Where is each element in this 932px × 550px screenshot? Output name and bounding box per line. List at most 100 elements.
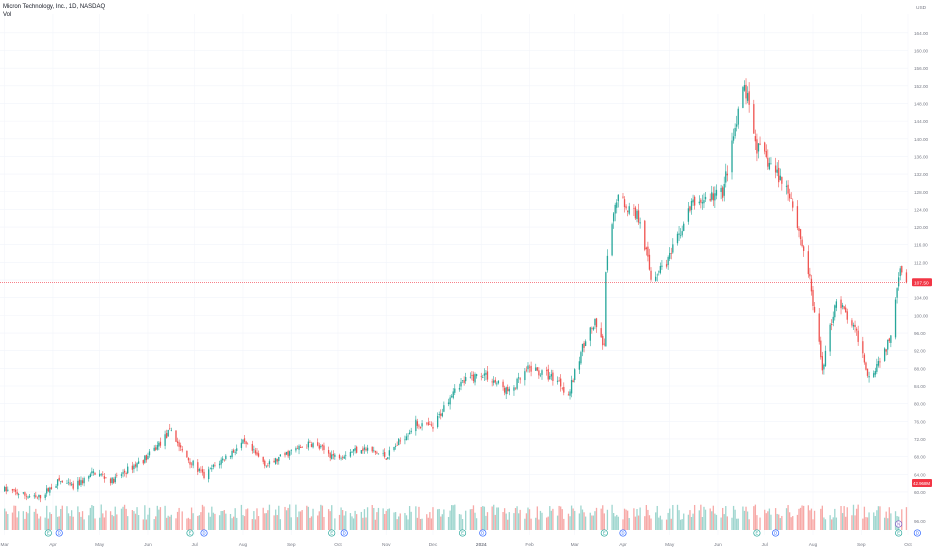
volume-bar xyxy=(362,517,364,530)
time-axis[interactable]: Mar Apr May Jun Jul Aug Sep Oct Nov Dec 2024 Feb Mar… xyxy=(1,542,913,548)
volume-bar xyxy=(236,517,238,530)
dividend-marker[interactable]: D xyxy=(772,529,780,537)
volume-bar xyxy=(374,519,377,530)
symbol-title[interactable]: Micron Technology, Inc., 1D, NASDAQ xyxy=(3,4,106,10)
volume-bar xyxy=(726,516,728,530)
earnings-marker[interactable]: E xyxy=(459,529,467,537)
candle-body xyxy=(13,489,15,491)
candle-body xyxy=(436,415,439,428)
candle-body xyxy=(111,477,113,484)
volume-bar xyxy=(284,506,286,530)
candle-body xyxy=(595,318,598,328)
volume-bar xyxy=(208,512,210,530)
candle-body xyxy=(580,352,582,364)
volume-bar xyxy=(211,506,213,530)
candle-body xyxy=(626,210,629,212)
dividend-marker[interactable]: D xyxy=(200,529,208,537)
volume-bar xyxy=(754,504,757,530)
candle-body xyxy=(709,198,711,201)
volume-bar xyxy=(49,512,51,530)
volume-bar xyxy=(131,510,134,530)
candle-body xyxy=(113,478,115,484)
candle-body xyxy=(28,496,31,498)
candle-body xyxy=(376,452,378,454)
candle-body xyxy=(320,445,322,448)
price-axis[interactable]: 164.00 160.00 156.00 152.00 148.00 144.00 140.… xyxy=(914,31,928,495)
candle-body xyxy=(567,394,570,396)
candle-body xyxy=(279,454,282,457)
candle-body xyxy=(628,206,630,214)
candle-body xyxy=(600,328,602,338)
volume-bar xyxy=(812,519,814,530)
candle-body xyxy=(768,162,771,170)
candle-body xyxy=(131,465,134,470)
x-tick-label: May xyxy=(95,542,105,548)
y-tick-label: 84.00 xyxy=(914,384,926,389)
dividend-marker[interactable]: D xyxy=(619,529,627,537)
dividend-marker[interactable]: D xyxy=(340,529,348,537)
dividend-marker[interactable]: D xyxy=(55,529,63,537)
earnings-marker[interactable]: E xyxy=(600,529,608,537)
volume-bar xyxy=(102,513,104,530)
last-volume-label: 42.968M xyxy=(913,481,930,486)
candle-body xyxy=(415,419,417,432)
candle-body xyxy=(756,139,758,154)
candle-body xyxy=(142,460,144,464)
earnings-marker[interactable]: E xyxy=(186,529,194,537)
candle-body xyxy=(133,465,135,470)
dividend-marker[interactable]: D xyxy=(479,529,487,537)
volume-bar xyxy=(276,515,278,530)
candle-body xyxy=(211,468,213,470)
earnings-marker-circle xyxy=(328,529,336,537)
candle-body xyxy=(802,246,805,251)
volume-bar xyxy=(105,510,107,530)
candle-body xyxy=(254,450,257,454)
candle-body xyxy=(650,270,652,280)
volume-bar xyxy=(527,507,529,530)
volume-bar xyxy=(683,513,685,530)
candle-body xyxy=(482,377,484,378)
candle-body xyxy=(363,447,366,450)
candle-body xyxy=(60,481,62,482)
volume-bar xyxy=(743,510,746,530)
y-tick-label: 124.00 xyxy=(914,207,928,212)
candle-body xyxy=(452,391,454,398)
event-markers[interactable]: E D E D E D E D E D E D END xyxy=(44,520,921,537)
volume-legend[interactable]: Vol xyxy=(3,12,12,18)
volume-bar xyxy=(58,516,60,530)
candle-body xyxy=(225,455,227,460)
volume-bar xyxy=(832,517,834,530)
volume-bar xyxy=(854,515,856,530)
earnings-marker[interactable]: E xyxy=(895,529,903,537)
candle-body xyxy=(169,428,171,430)
volume-bar xyxy=(723,514,725,530)
candle-body xyxy=(612,213,615,222)
volume-bar xyxy=(877,506,880,530)
earnings-marker[interactable]: E xyxy=(753,529,761,537)
volume-bar xyxy=(823,517,825,530)
news-marker[interactable]: N xyxy=(895,520,903,528)
candle-body xyxy=(647,246,649,257)
volume-bar xyxy=(787,505,789,530)
volume-bar xyxy=(365,517,367,530)
candle-body xyxy=(560,378,562,387)
earnings-marker[interactable]: E xyxy=(44,529,52,537)
candle-body xyxy=(264,460,266,466)
dividend-marker[interactable]: D xyxy=(913,529,921,537)
earnings-marker[interactable]: E xyxy=(328,529,336,537)
y-tick-label: 104.00 xyxy=(914,296,928,301)
candle-body xyxy=(883,348,886,361)
volume-bar xyxy=(535,517,537,530)
candle-body xyxy=(809,273,811,277)
candle-body xyxy=(701,202,704,204)
volume-bar xyxy=(508,512,510,530)
volume-bar xyxy=(524,518,526,530)
volume-bar xyxy=(824,519,827,530)
candle-body xyxy=(556,380,559,382)
candle-body xyxy=(398,438,400,446)
dividend-marker-circle xyxy=(913,529,921,537)
candle-body xyxy=(812,289,814,306)
volume-bar xyxy=(736,518,738,530)
candle-body xyxy=(905,272,908,283)
